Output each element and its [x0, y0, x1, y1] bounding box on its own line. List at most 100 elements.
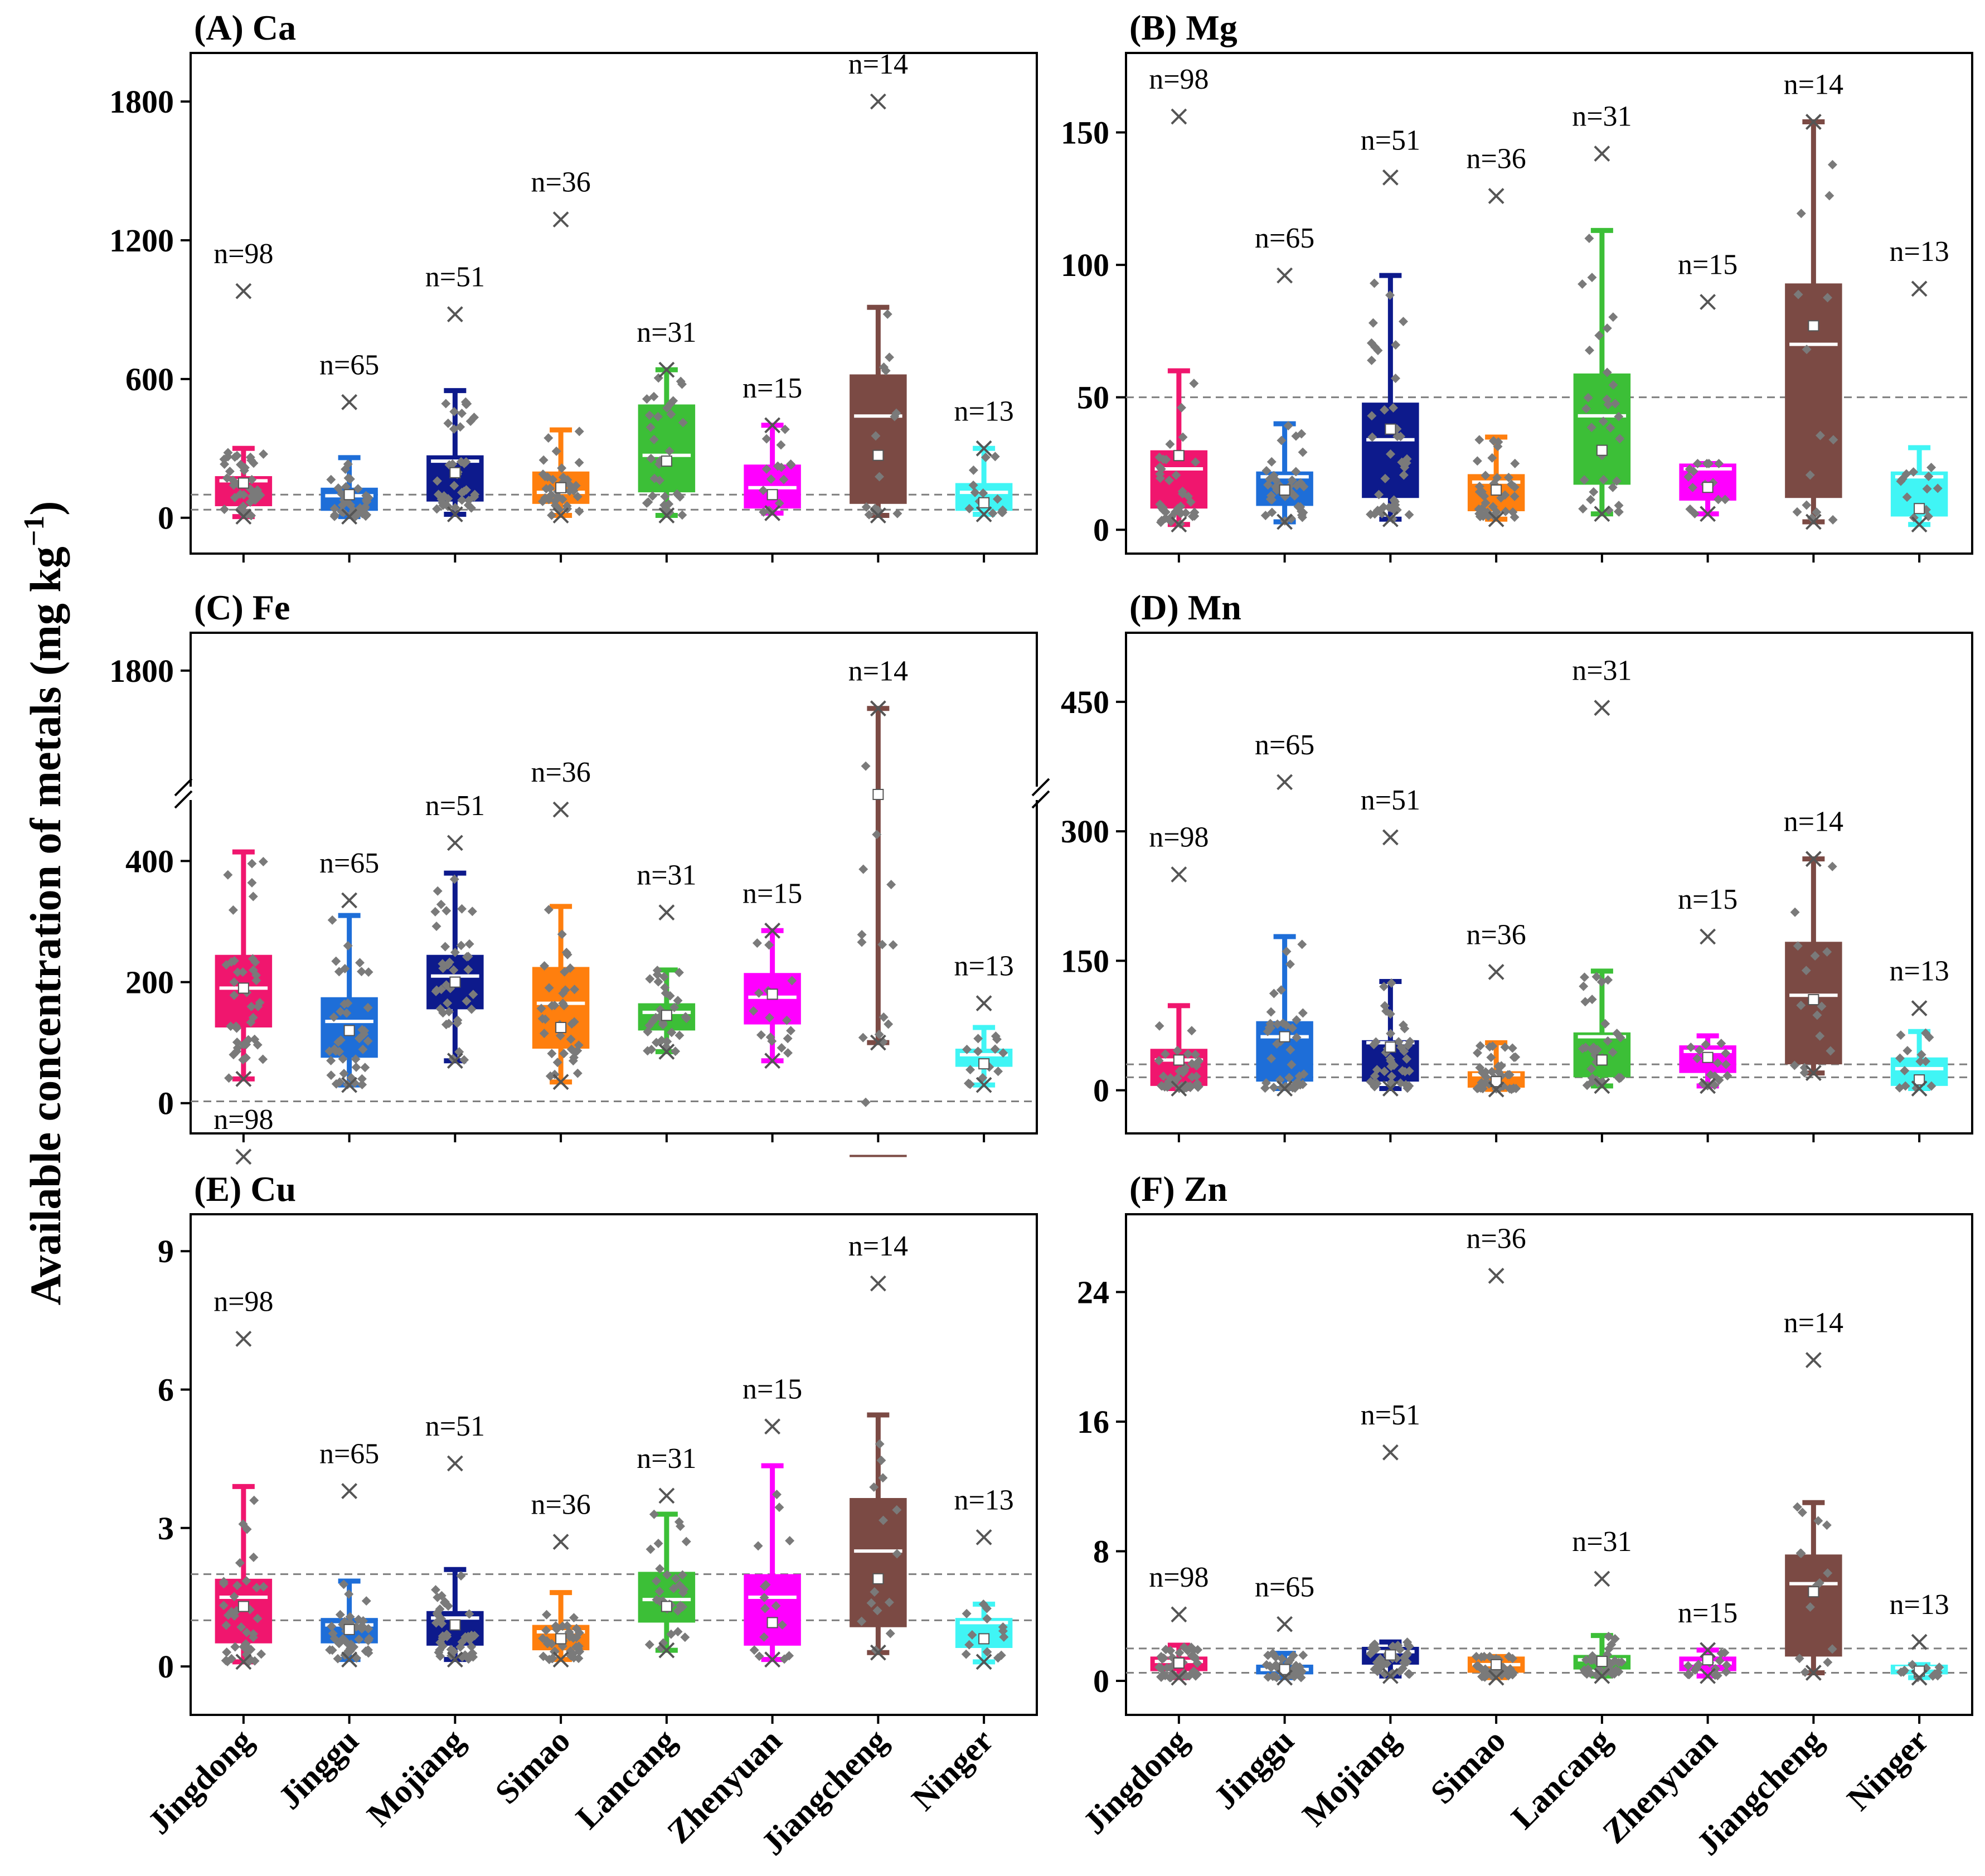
data-point — [246, 455, 256, 466]
data-point — [993, 1067, 1003, 1077]
data-point — [1366, 1649, 1376, 1659]
data-point — [653, 977, 663, 987]
data-point — [463, 964, 473, 975]
min-marker — [552, 1074, 569, 1090]
data-point — [441, 906, 452, 916]
data-point — [771, 1601, 781, 1611]
data-point — [1815, 1031, 1825, 1041]
data-point — [1510, 458, 1520, 468]
data-point — [456, 457, 466, 467]
data-point — [1503, 472, 1513, 482]
data-point — [1828, 515, 1838, 525]
data-point — [249, 1552, 259, 1562]
data-point — [432, 504, 442, 514]
data-point — [990, 452, 1000, 462]
data-point — [1589, 487, 1599, 497]
data-point — [857, 929, 867, 939]
data-point — [1688, 482, 1698, 492]
data-point — [1474, 504, 1484, 514]
data-point — [223, 870, 233, 880]
data-point — [761, 1580, 771, 1590]
min-marker — [1911, 1080, 1928, 1097]
max-marker — [764, 1418, 781, 1435]
data-point — [1587, 273, 1597, 283]
box-jinggu: n=65 — [319, 1438, 379, 1668]
data-point — [1399, 470, 1409, 480]
data-point — [360, 502, 370, 512]
data-point — [1722, 1071, 1732, 1080]
mean-marker — [1808, 1586, 1819, 1598]
x-tick-label: Ninger — [905, 1722, 1001, 1818]
data-point — [329, 511, 339, 521]
data-point — [1579, 475, 1589, 485]
data-point — [1380, 405, 1390, 415]
data-point — [343, 1639, 353, 1649]
data-point — [857, 1616, 867, 1626]
box-ninger: n=13 — [1889, 1589, 1949, 1686]
data-point — [573, 1644, 583, 1654]
sample-size-label: n=13 — [954, 395, 1013, 427]
data-point — [968, 465, 978, 475]
max-marker — [552, 211, 569, 228]
data-point — [884, 1019, 894, 1029]
data-point — [1695, 1045, 1705, 1055]
data-point — [998, 1048, 1008, 1058]
data-point — [247, 474, 257, 484]
data-point — [541, 1625, 551, 1635]
data-point — [337, 506, 347, 516]
data-point — [1686, 1042, 1696, 1052]
mean-marker — [555, 1633, 567, 1645]
min-marker — [341, 1651, 358, 1668]
max-marker — [870, 93, 886, 110]
y-axis-label-close: ) — [21, 501, 70, 516]
max-marker — [1805, 114, 1822, 130]
data-point — [1164, 1077, 1174, 1087]
data-point — [1387, 514, 1397, 524]
x-tick-label: Mojiang — [360, 1722, 472, 1834]
data-point — [1588, 1655, 1598, 1665]
data-point — [1289, 491, 1299, 501]
data-point — [673, 1627, 683, 1637]
sample-size-label: n=65 — [319, 349, 379, 381]
data-point — [674, 1030, 685, 1040]
data-point — [230, 452, 240, 462]
data-point — [1900, 1081, 1910, 1091]
sample-size-label: n=51 — [425, 261, 485, 293]
data-point — [998, 1622, 1008, 1632]
data-point — [1159, 1653, 1169, 1663]
data-point — [1292, 481, 1302, 491]
data-point — [353, 484, 363, 494]
data-point — [1266, 1054, 1277, 1064]
data-point — [1385, 290, 1395, 300]
sample-size-label: n=13 — [1889, 1589, 1949, 1621]
data-point — [544, 983, 554, 993]
data-point — [552, 1624, 562, 1634]
data-point — [1473, 1661, 1483, 1671]
y-tick-label: 150 — [1061, 115, 1109, 151]
data-point — [436, 1614, 446, 1624]
x-tick-label: Jingdong — [140, 1722, 260, 1841]
box-ninger: n=13 — [954, 951, 1014, 1093]
data-point — [1370, 1639, 1380, 1649]
data-point — [441, 399, 451, 409]
data-point — [1375, 1654, 1385, 1664]
sample-size-label: n=98 — [213, 1104, 273, 1136]
data-point — [541, 484, 551, 494]
data-point — [982, 1614, 992, 1624]
x-tick-label: Ninger — [1840, 1722, 1936, 1818]
data-point — [1721, 1667, 1731, 1677]
data-point — [547, 1001, 557, 1011]
data-point — [649, 434, 659, 444]
x-tick-label: Simao — [488, 1722, 577, 1811]
data-point — [874, 1029, 884, 1039]
min-marker — [1488, 511, 1504, 527]
sample-size-label: n=31 — [1572, 1526, 1632, 1558]
data-point — [858, 864, 868, 874]
data-point — [649, 473, 659, 483]
data-point — [1189, 379, 1199, 389]
data-point — [1263, 1672, 1273, 1682]
mean-marker — [1808, 320, 1819, 332]
data-point — [1155, 500, 1165, 510]
data-point — [357, 967, 367, 977]
min-marker — [1277, 1080, 1293, 1097]
